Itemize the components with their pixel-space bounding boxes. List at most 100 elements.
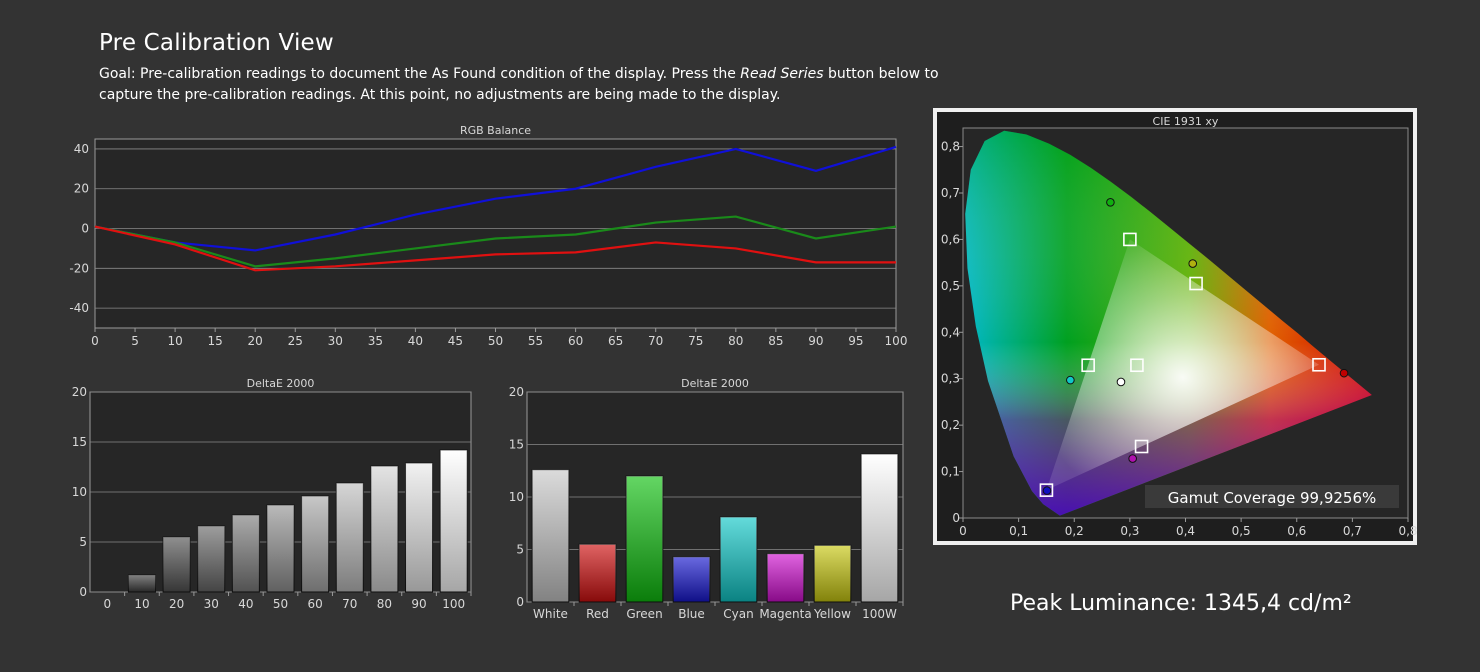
y-tick-label: 0,5	[941, 279, 960, 293]
y-tick-label: 10	[72, 485, 87, 499]
read-series-emphasis: Read Series	[740, 66, 824, 82]
goal-text-start: Goal: Pre-calibration readings to docume…	[99, 66, 741, 82]
peak-luminance: Peak Luminance: 1345,4 cd/m²	[1010, 591, 1352, 616]
y-tick-label: 0	[516, 595, 524, 609]
x-tick-label: 90	[808, 334, 823, 348]
series-line-2	[94, 225, 896, 272]
x-tick-label: 100	[885, 334, 908, 348]
x-tick-label: 40	[408, 334, 423, 348]
y-tick-label: 20	[72, 385, 87, 399]
bar-shade	[232, 515, 260, 592]
x-tick-label: 55	[528, 334, 543, 348]
y-tick-label: 5	[79, 535, 87, 549]
x-tick-label: 65	[608, 334, 623, 348]
x-tick-label: 85	[768, 334, 783, 348]
bar-shade	[720, 516, 757, 602]
measured-blue	[1042, 486, 1052, 495]
x-tick-label: 25	[288, 334, 303, 348]
bar-shade	[266, 505, 295, 592]
y-tick-label: 0,1	[941, 465, 960, 479]
x-tick-label: 70	[342, 597, 357, 611]
y-tick-label: 0	[81, 222, 89, 236]
x-tick-label: Blue	[678, 607, 705, 621]
bar-shade	[767, 553, 804, 602]
x-tick-label: 0	[959, 524, 967, 538]
x-tick-label: 60	[307, 597, 322, 611]
target-white	[1130, 358, 1144, 373]
y-tick-label: 0,6	[941, 232, 960, 246]
x-tick-label: 100W	[862, 607, 897, 621]
x-tick-label: 10	[134, 597, 149, 611]
series-line-0	[94, 145, 897, 252]
target-red	[1312, 357, 1326, 372]
measured-green	[1106, 197, 1115, 207]
bar-shade	[301, 496, 329, 592]
x-tick-label: 0,7	[1343, 524, 1362, 538]
page-description: Goal: Pre-calibration readings to docume…	[99, 64, 979, 106]
y-tick-label: 40	[74, 142, 89, 156]
bar-shade	[197, 526, 225, 592]
target-magenta	[1134, 439, 1149, 454]
x-tick-label: 0,1	[1009, 524, 1028, 538]
x-tick-label: Red	[586, 607, 609, 621]
cie-diagram	[965, 130, 1372, 516]
goal-text-end: button below to capture the pre-calibrat…	[99, 66, 939, 103]
x-tick-label: 95	[848, 334, 863, 348]
x-tick-label: 100	[442, 597, 465, 611]
bar-shade	[814, 545, 851, 602]
x-tick-label: 0,2	[1065, 524, 1084, 538]
y-tick-label: 0,4	[941, 325, 960, 339]
x-tick-label: 30	[328, 334, 343, 348]
target-blue	[1039, 483, 1054, 497]
y-tick-label: 15	[509, 438, 524, 452]
gamut-coverage-box	[1145, 485, 1399, 508]
y-tick-label: 15	[72, 435, 87, 449]
chart-title: CIE 1931 xy	[1153, 115, 1219, 128]
target-cyan	[1081, 358, 1095, 373]
x-tick-label: 30	[204, 597, 219, 611]
x-tick-label: 0,8	[1398, 524, 1417, 538]
gamut-triangle-glow	[1046, 239, 1319, 491]
x-tick-label: 45	[448, 334, 463, 348]
x-tick-label: Magenta	[759, 607, 811, 621]
chart-title: DeltaE 2000	[681, 377, 749, 390]
x-tick-label: 60	[568, 334, 583, 348]
x-tick-label: 70	[648, 334, 663, 348]
y-tick-label: 10	[509, 490, 524, 504]
x-tick-label: White	[533, 607, 568, 621]
measured-yellow	[1188, 259, 1198, 268]
x-tick-label: 15	[208, 334, 223, 348]
measured-cyan	[1066, 375, 1075, 385]
x-tick-label: 35	[368, 334, 383, 348]
bar-shade	[128, 575, 156, 592]
x-tick-label: 5	[131, 334, 139, 348]
measured-white	[1116, 377, 1126, 387]
target-yellow	[1189, 276, 1203, 291]
x-tick-label: 20	[169, 597, 184, 611]
x-tick-label: 0	[91, 334, 99, 348]
y-tick-label: 0,7	[941, 186, 960, 200]
x-tick-label: Cyan	[723, 607, 753, 621]
chart-title: RGB Balance	[460, 124, 531, 137]
measured-red	[1339, 368, 1349, 378]
plot-area	[94, 138, 897, 329]
x-tick-label: 20	[248, 334, 263, 348]
x-tick-label: 50	[273, 597, 288, 611]
x-tick-label: 0	[103, 597, 111, 611]
bar-shade	[405, 463, 433, 592]
x-tick-label: 90	[411, 597, 426, 611]
chart-title: DeltaE 2000	[247, 377, 315, 390]
deltae-colors-chart: DeltaE 2000 20 15 10 5 0 White Red Green Blue Cyan…	[509, 377, 904, 621]
y-tick-label: 0	[79, 585, 87, 599]
y-tick-label: 0,3	[941, 372, 960, 386]
x-tick-label: 40	[238, 597, 253, 611]
x-tick-label: Green	[626, 607, 662, 621]
x-tick-label: 80	[728, 334, 743, 348]
y-tick-label: 20	[74, 182, 89, 196]
rgb-balance-chart: RGB Balance 40 20 0 -20 -40 0 5 10 15 20 25 30 35 40 45…	[69, 124, 907, 348]
series-line-1	[94, 215, 897, 268]
x-tick-label: 0,6	[1287, 524, 1306, 538]
x-tick-label: 0,3	[1120, 524, 1139, 538]
